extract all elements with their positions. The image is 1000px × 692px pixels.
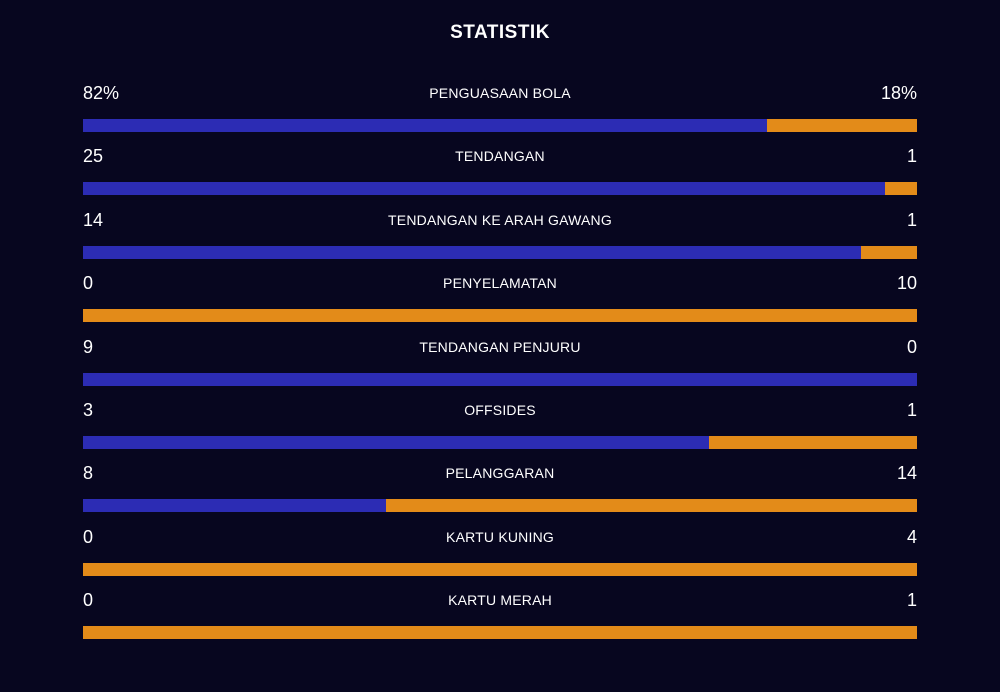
home-value: 3 [83, 399, 94, 420]
stats-title: STATISTIK [450, 22, 550, 43]
stat-label: KARTU KUNING [446, 528, 554, 545]
stat-label: PENYELAMATAN [443, 275, 557, 292]
home-bar-segment [83, 182, 885, 196]
stat-row-red-cards: 0 KARTU MERAH 1 [83, 585, 917, 648]
away-bar-segment [766, 119, 917, 132]
away-value: 1 [906, 399, 917, 420]
stat-row-saves: 0 PENYELAMATAN 10 [83, 268, 917, 331]
away-value: 0 [906, 336, 917, 357]
away-bar-segment [83, 626, 917, 640]
comparison-bar [83, 182, 917, 196]
home-value: 0 [83, 590, 94, 611]
comparison-bar [83, 499, 917, 513]
stats-list: 82% PENGUASAAN BOLA 18% 25 TENDANGAN 1 1… [83, 78, 917, 649]
away-bar-segment [386, 499, 917, 513]
stat-row-possession: 82% PENGUASAAN BOLA 18% [83, 78, 917, 141]
home-value: 9 [83, 336, 94, 357]
comparison-bar [83, 435, 917, 449]
away-bar-segment [861, 245, 917, 259]
home-bar-segment [83, 435, 709, 449]
stat-row-yellow-cards: 0 KARTU KUNING 4 [83, 522, 917, 585]
home-bar-segment [83, 245, 862, 259]
home-value: 0 [83, 273, 94, 294]
home-bar-segment [83, 499, 387, 513]
comparison-bar [83, 562, 917, 576]
stat-row-shots-on-target: 14 TENDANGAN KE ARAH GAWANG 1 [83, 205, 917, 268]
away-bar-segment [83, 309, 917, 323]
away-value: 1 [906, 146, 917, 167]
home-value: 0 [83, 526, 94, 547]
away-value: 4 [906, 526, 917, 547]
home-bar-segment [83, 372, 917, 386]
away-bar-segment [83, 562, 917, 576]
away-value: 10 [896, 273, 917, 294]
comparison-bar [83, 245, 917, 259]
stat-label: TENDANGAN [455, 148, 545, 165]
comparison-bar [83, 119, 917, 132]
stat-row-fouls: 8 PELANGGARAN 14 [83, 458, 917, 521]
stat-row-offsides: 3 OFFSIDES 1 [83, 395, 917, 458]
away-bar-segment [884, 182, 917, 196]
home-value: 25 [83, 146, 104, 167]
away-value: 14 [896, 463, 917, 484]
home-value: 14 [83, 209, 104, 230]
away-value: 18% [880, 83, 917, 103]
comparison-bar [83, 372, 917, 386]
stat-row-corners: 9 TENDANGAN PENJURU 0 [83, 332, 917, 395]
home-bar-segment [83, 119, 767, 132]
home-value: 82% [83, 83, 120, 103]
stat-label: OFFSIDES [464, 401, 536, 418]
away-bar-segment [708, 435, 917, 449]
comparison-bar [83, 626, 917, 640]
stat-label: PENGUASAAN BOLA [429, 85, 571, 101]
stat-label: TENDANGAN KE ARAH GAWANG [388, 211, 612, 228]
stat-label: PELANGGARAN [445, 465, 555, 482]
stat-label: TENDANGAN PENJURU [419, 338, 581, 355]
home-value: 8 [83, 463, 94, 484]
stat-row-shots: 25 TENDANGAN 1 [83, 141, 917, 204]
away-value: 1 [906, 209, 917, 230]
stat-label: KARTU MERAH [448, 592, 552, 609]
comparison-bar [83, 309, 917, 323]
away-value: 1 [906, 590, 917, 611]
